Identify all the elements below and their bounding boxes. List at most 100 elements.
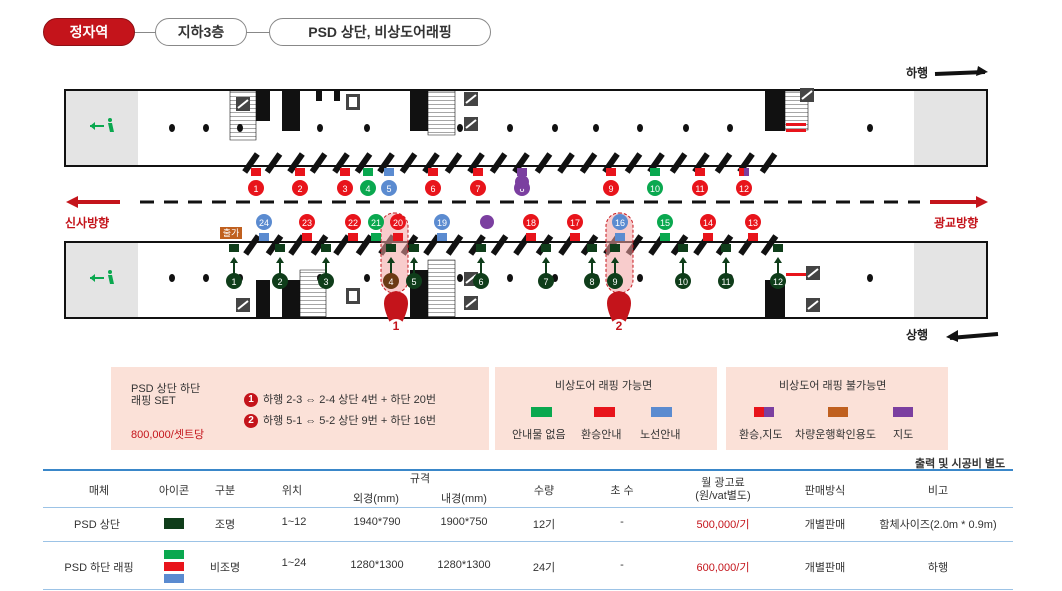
door-number: 7: [475, 184, 480, 194]
th-category: 구분: [214, 485, 236, 497]
psd-panel: [409, 244, 419, 252]
th-spec: 규격: [409, 473, 431, 485]
screen-door-slat: [489, 152, 508, 174]
breadcrumb-item[interactable]: PSD 상단, 비상도어래핑: [269, 18, 491, 46]
impossible-item-2: 차량운행확인용도: [795, 429, 876, 441]
door-tag-red: [295, 168, 305, 176]
psd-number: 4: [388, 277, 393, 287]
psd-number: 6: [478, 277, 483, 287]
door-number-circle: [612, 214, 628, 230]
door-number-circle: [299, 214, 315, 230]
door-number-circle: [256, 214, 272, 230]
psd-number-circle: [406, 273, 422, 289]
door-number: 4: [365, 184, 370, 194]
door-number: 21: [371, 218, 381, 228]
door-tag-red: [473, 168, 483, 176]
door-number: 11: [695, 184, 704, 194]
psd-number-circle: [473, 273, 489, 289]
th-media: 매체: [88, 485, 110, 497]
door-number-circle: [360, 180, 376, 196]
psd-number-circle: [770, 273, 786, 289]
door-number: 5: [386, 184, 391, 194]
r1-fee: 500,000/기: [696, 519, 750, 531]
door-number-circle: [248, 180, 264, 196]
door-number: 2: [297, 184, 302, 194]
psd-panel: [541, 244, 551, 252]
possible-item-1: 안내물 없음: [512, 429, 566, 441]
door-number: 12: [739, 184, 749, 194]
door-number: 17: [570, 218, 580, 228]
door-number: 9: [608, 184, 613, 194]
r1-inner: 1900*750: [440, 516, 488, 528]
screen-door-slat: [310, 234, 329, 256]
door-tag-red: [348, 233, 358, 241]
psd-panel: [321, 244, 331, 252]
door-tag-blue: [384, 168, 394, 176]
th-icon: 아이콘: [158, 485, 190, 497]
screen-door-slat: [399, 152, 418, 174]
th-fee-2: (원/vat별도): [695, 490, 751, 502]
screen-door-slat: [243, 234, 261, 256]
door-number: 20: [393, 218, 403, 228]
screen-door-slat: [557, 152, 575, 174]
screen-door-slat: [512, 152, 530, 174]
door-tag-red: [526, 233, 536, 241]
r1-location: 1~12: [281, 516, 307, 528]
door-number-circle: [425, 180, 441, 196]
psd-number: 1: [231, 277, 236, 287]
door-tag-green: [650, 168, 660, 176]
r2-fee: 600,000/기: [696, 562, 750, 574]
door-number-circle: [434, 214, 450, 230]
door-tag-red: [340, 168, 350, 176]
r2-remarks: 하행: [927, 562, 949, 574]
screen-door-slat: [309, 152, 328, 174]
screen-door-slat: [624, 152, 643, 174]
door-tag-blue: [437, 233, 447, 241]
pillar-dot: [552, 124, 558, 132]
screen-door-slat: [579, 152, 598, 174]
r2-media: PSD 하단 래핑: [64, 562, 134, 574]
psd-number-circle: [718, 273, 734, 289]
door-number: 13: [748, 218, 758, 228]
door-tag-red: [251, 168, 261, 176]
r1-media: PSD 상단: [74, 519, 120, 531]
th-count: 초 수: [610, 485, 634, 497]
door-number-circle: [337, 180, 353, 196]
up-direction-label: 상행: [906, 328, 929, 342]
set-price: 800,000/셋트당: [131, 429, 205, 441]
down-direction-label: 하행: [906, 66, 929, 80]
table-bottom-line: [43, 589, 1013, 590]
pillar-dot: [507, 124, 513, 132]
screen-door-slat: [242, 152, 260, 174]
swatch-brown: [828, 407, 848, 417]
door-number-circle: [692, 180, 708, 196]
door-number: 16: [615, 218, 625, 228]
r2-outer: 1280*1300: [350, 559, 404, 571]
th-remarks: 비고: [927, 485, 949, 497]
r2-inner: 1280*1300: [437, 559, 491, 571]
psd-number-circle: [584, 273, 600, 289]
door-number: 22: [348, 218, 358, 228]
door-number-circle: [390, 214, 406, 230]
pillar-dot: [203, 274, 209, 282]
pillar-dot: [169, 124, 175, 132]
door-tag-red: [302, 233, 312, 241]
screen-door-slat: [264, 152, 283, 174]
set-row-2-num: 2: [244, 414, 258, 429]
psd-number: 3: [323, 277, 328, 287]
psd-number: 11: [721, 277, 730, 287]
pillar-dot: [457, 124, 463, 132]
swatch-red: [594, 407, 615, 417]
breadcrumb-station[interactable]: 정자역: [43, 18, 135, 46]
psd-number-circle: [607, 273, 623, 289]
psd-number: 5: [411, 277, 416, 287]
screen-door-slat: [377, 152, 395, 174]
screen-door-slat: [759, 152, 778, 174]
down-arrow-icon: [934, 70, 986, 76]
door-number-circle: [745, 214, 761, 230]
door-number-circle: [470, 180, 486, 196]
r1-icon-swatch: [164, 518, 184, 529]
breadcrumb-floor[interactable]: 지하3층: [155, 18, 247, 46]
right-direction-label: 광교방향: [934, 216, 979, 230]
set-row-1: 1 하행 2-3 ⇔ 2-4 상단 4번 + 하단 20번: [244, 391, 436, 408]
